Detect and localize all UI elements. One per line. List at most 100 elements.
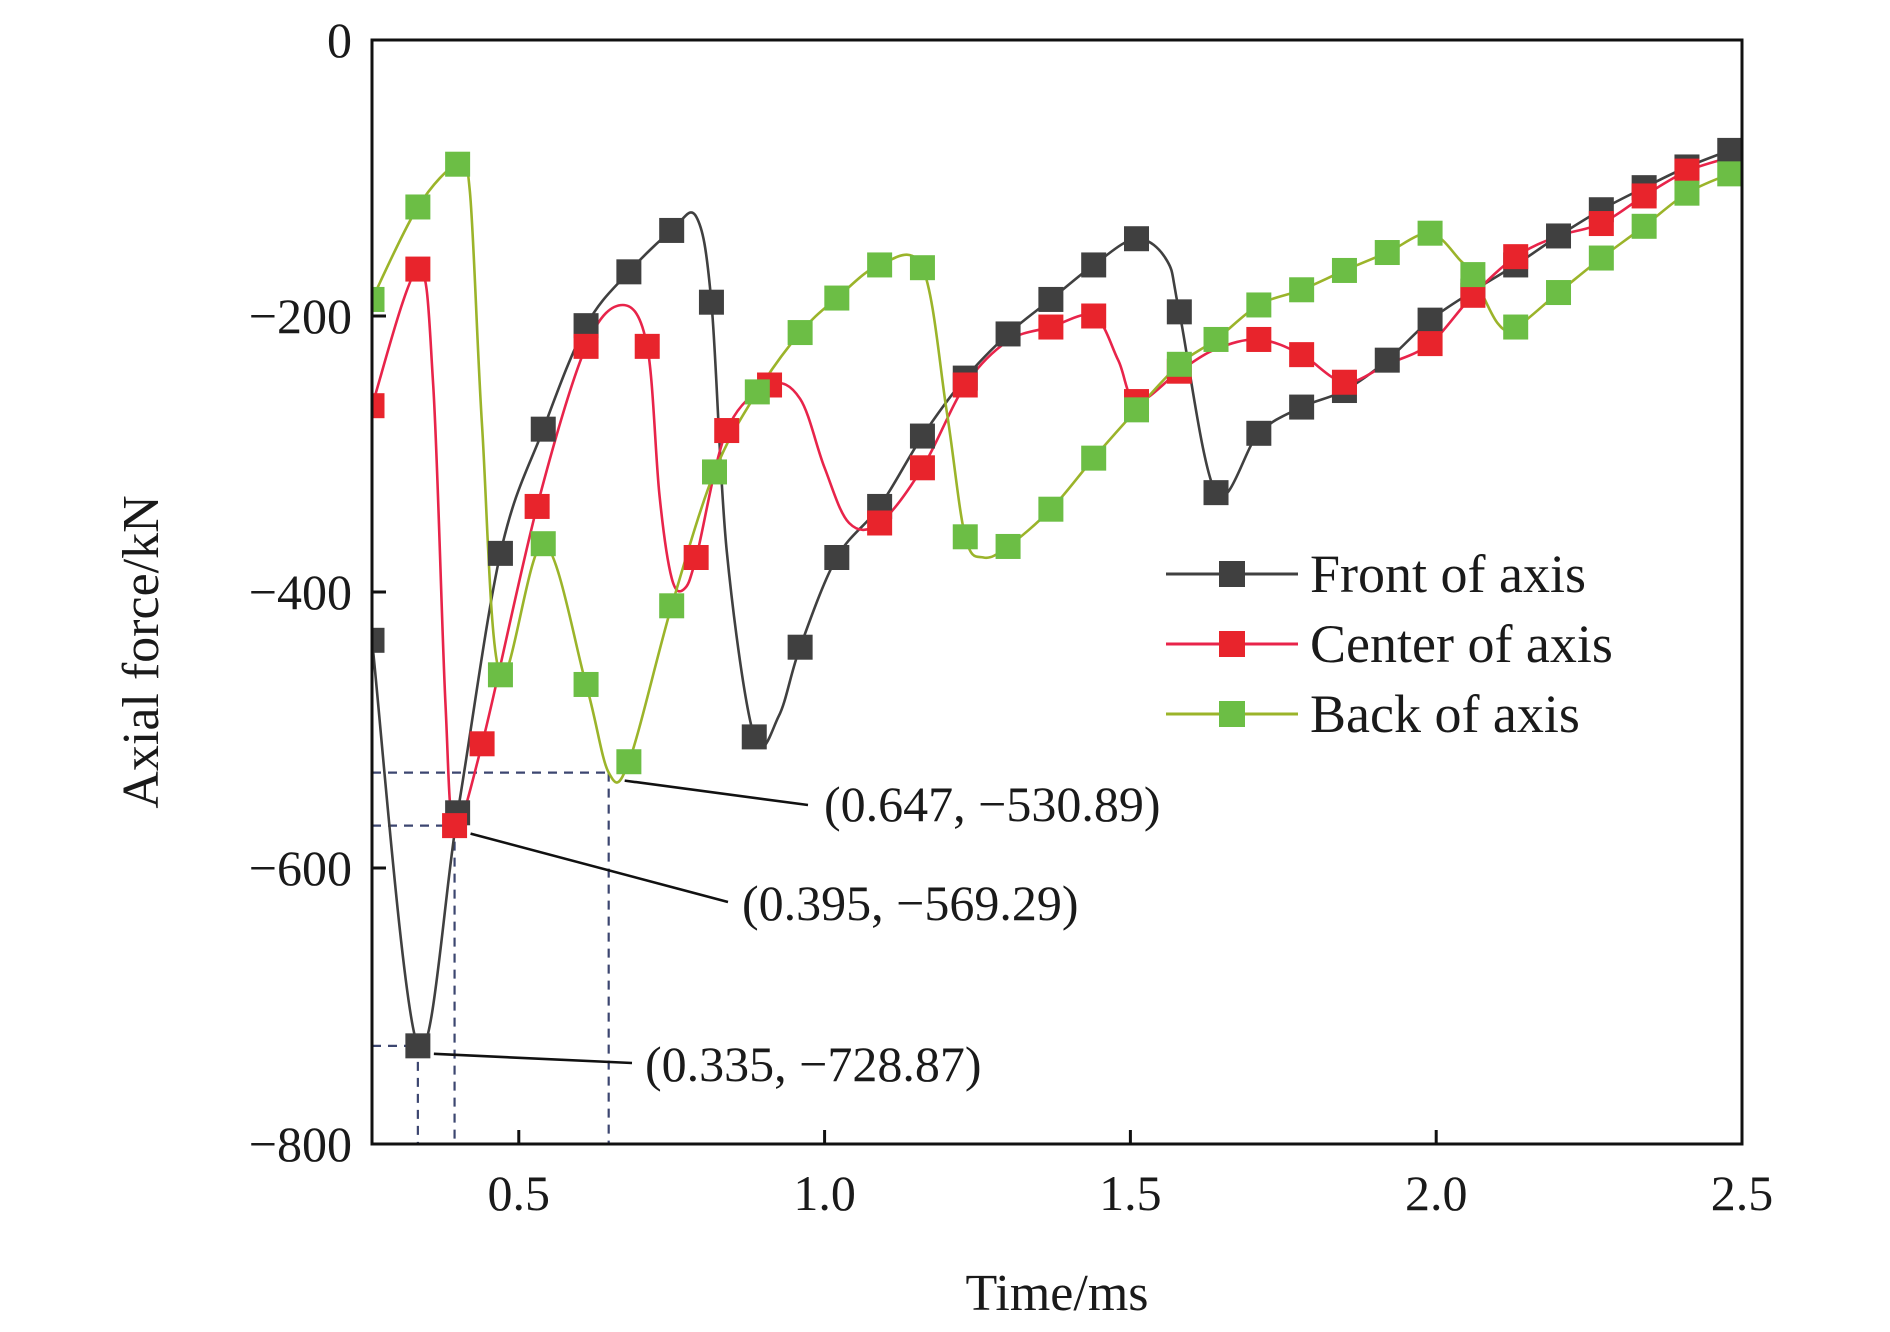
data-point-1-4 xyxy=(524,493,550,519)
data-point-2-3 xyxy=(487,662,513,688)
x-tick-label: 1.5 xyxy=(1099,1165,1162,1221)
data-point-0-10 xyxy=(787,634,813,660)
data-point-2-9 xyxy=(744,379,770,405)
x-axis-title: Time/ms xyxy=(965,1265,1148,1322)
x-tick-label: 0.5 xyxy=(488,1165,551,1221)
annotation-leader-0 xyxy=(624,779,809,807)
data-point-1-0 xyxy=(372,393,385,419)
data-point-2-25 xyxy=(1417,220,1443,246)
data-point-2-15 xyxy=(995,533,1021,559)
legend-label-1: Center of axis xyxy=(1310,614,1613,674)
data-point-1-2 xyxy=(442,813,468,839)
data-point-0-18 xyxy=(1124,226,1150,252)
data-point-2-17 xyxy=(1081,445,1107,471)
data-point-0-17 xyxy=(1081,252,1107,278)
data-point-1-8 xyxy=(714,418,740,444)
data-point-2-30 xyxy=(1631,213,1657,239)
annotation-label-1: (0.395, −569.29) xyxy=(742,875,1079,931)
data-point-2-21 xyxy=(1246,292,1272,318)
annotations: (0.647, −530.89) (0.395, −569.29) (0.335, … xyxy=(433,776,1161,1092)
data-point-0-13 xyxy=(909,423,935,449)
data-point-1-10 xyxy=(867,510,893,536)
annotation-label-2: (0.335, −728.87) xyxy=(645,1036,982,1092)
data-point-2-6 xyxy=(616,749,642,775)
data-point-2-26 xyxy=(1460,262,1486,288)
data-point-2-12 xyxy=(867,252,893,278)
data-point-2-20 xyxy=(1203,326,1229,352)
data-point-1-22 xyxy=(1503,244,1529,270)
data-point-1-24 xyxy=(1631,183,1657,209)
data-point-2-10 xyxy=(787,320,813,346)
data-point-2-23 xyxy=(1331,257,1357,283)
x-tick-label: 2.5 xyxy=(1711,1165,1774,1221)
data-point-2-32 xyxy=(1717,161,1742,187)
data-point-2-29 xyxy=(1588,245,1614,271)
data-point-1-14 xyxy=(1081,303,1107,329)
data-point-1-19 xyxy=(1331,369,1357,395)
data-point-0-28 xyxy=(1546,223,1572,249)
data-point-1-5 xyxy=(573,333,599,359)
data-point-2-19 xyxy=(1166,351,1192,377)
data-point-2-28 xyxy=(1546,280,1572,306)
x-axis: 0.5 1.0 1.5 2.0 2.5 xyxy=(488,1130,1774,1221)
data-point-0-3 xyxy=(487,540,513,566)
y-axis-title: Axial force/kN xyxy=(113,495,170,808)
data-point-0-16 xyxy=(1038,286,1064,312)
data-point-1-1 xyxy=(405,256,431,282)
data-point-1-23 xyxy=(1588,211,1614,237)
x-tick-label: 2.0 xyxy=(1405,1165,1468,1221)
legend-label-0: Front of axis xyxy=(1310,544,1586,604)
data-point-0-25 xyxy=(1417,307,1443,333)
data-point-0-6 xyxy=(616,259,642,285)
data-point-1-18 xyxy=(1289,342,1315,368)
annotation-label-0: (0.647, −530.89) xyxy=(824,776,1161,832)
data-point-1-12 xyxy=(952,372,978,398)
data-point-0-9 xyxy=(741,724,767,750)
y-tick-label: 0 xyxy=(327,12,352,68)
y-axis: 0 −200 −400 −600 −800 xyxy=(249,12,386,1172)
data-point-1-6 xyxy=(634,333,660,359)
data-point-2-13 xyxy=(909,255,935,281)
y-tick-label: −800 xyxy=(249,1116,352,1172)
series-markers-2 xyxy=(372,151,1742,775)
series-markers-1 xyxy=(372,158,1700,839)
data-point-2-24 xyxy=(1374,240,1400,266)
reference-lines xyxy=(372,771,610,1144)
data-point-0-32 xyxy=(1717,137,1742,163)
data-point-2-14 xyxy=(952,524,978,550)
data-point-0-11 xyxy=(824,545,850,570)
data-point-0-0 xyxy=(372,627,385,653)
data-point-0-8 xyxy=(698,289,724,315)
data-point-0-4 xyxy=(530,416,556,442)
data-point-0-19 xyxy=(1166,299,1192,325)
data-point-1-13 xyxy=(1038,314,1064,340)
legend-label-2: Back of axis xyxy=(1310,684,1580,744)
legend-marker-1 xyxy=(1219,631,1245,657)
data-point-0-20 xyxy=(1203,480,1229,506)
annotation-leader-2 xyxy=(433,1052,633,1065)
data-point-2-27 xyxy=(1503,314,1529,340)
data-point-0-1 xyxy=(405,1033,431,1059)
data-point-1-20 xyxy=(1417,331,1443,357)
data-point-1-11 xyxy=(909,455,935,481)
data-point-0-7 xyxy=(659,217,685,243)
data-point-0-15 xyxy=(995,321,1021,347)
data-point-2-0 xyxy=(372,286,385,312)
data-point-1-25 xyxy=(1674,158,1700,184)
data-point-0-24 xyxy=(1374,347,1400,373)
data-point-2-16 xyxy=(1038,496,1064,522)
data-point-1-21 xyxy=(1460,282,1486,308)
series-group xyxy=(372,137,1742,1059)
data-point-2-7 xyxy=(659,593,685,619)
data-point-2-5 xyxy=(573,671,599,697)
data-point-0-21 xyxy=(1246,420,1272,446)
data-point-2-22 xyxy=(1289,277,1315,303)
x-tick-label: 1.0 xyxy=(793,1165,856,1221)
data-point-1-17 xyxy=(1246,326,1272,352)
y-tick-label: −200 xyxy=(249,288,352,344)
y-tick-label: −600 xyxy=(249,840,352,896)
data-point-2-31 xyxy=(1674,180,1700,206)
legend-marker-0 xyxy=(1219,561,1245,587)
data-point-2-8 xyxy=(702,459,727,485)
